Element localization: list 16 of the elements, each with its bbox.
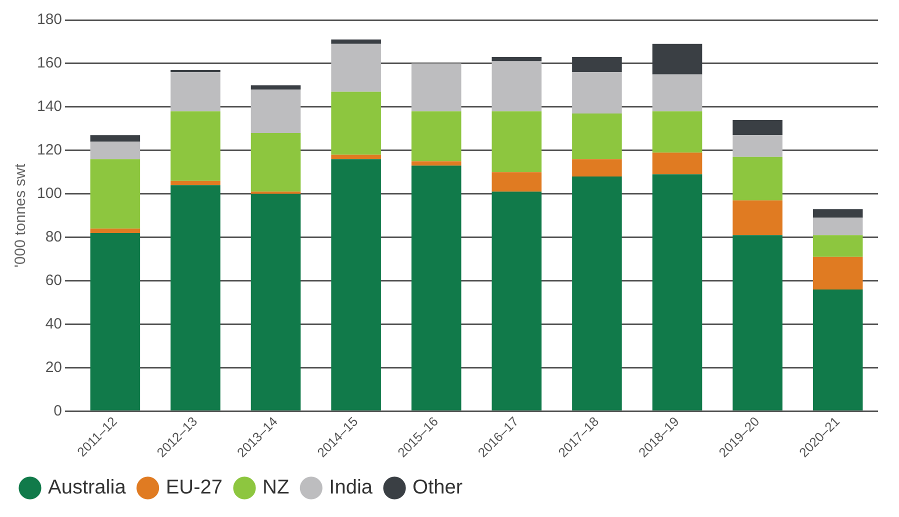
legend-label: India bbox=[329, 476, 374, 499]
y-tick-label: 40 bbox=[45, 315, 62, 332]
y-tick-label: 0 bbox=[54, 402, 62, 420]
y-tick-label: 80 bbox=[45, 228, 62, 246]
legend-label: NZ bbox=[262, 476, 290, 499]
y-tick-label: 180 bbox=[36, 11, 62, 28]
legend-label: EU-27 bbox=[166, 476, 223, 499]
y-tick-label: 20 bbox=[45, 358, 62, 376]
y-tick-label: 60 bbox=[45, 272, 62, 289]
y-tick-label: 100 bbox=[36, 185, 62, 202]
y-axis-title: '000 tonnes swt bbox=[12, 162, 30, 268]
legend-label: Australia bbox=[48, 476, 127, 499]
y-tick-label: 140 bbox=[36, 98, 62, 116]
y-tick-label: 160 bbox=[36, 54, 62, 72]
legend-label: Other bbox=[412, 476, 463, 499]
y-tick-label: 120 bbox=[36, 142, 62, 159]
